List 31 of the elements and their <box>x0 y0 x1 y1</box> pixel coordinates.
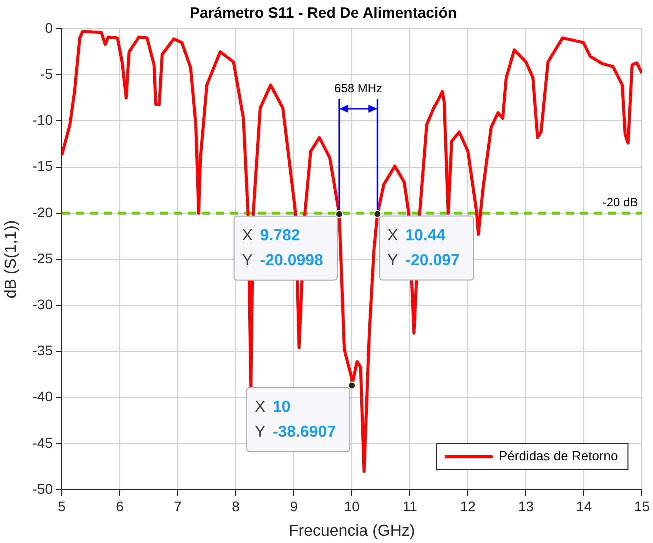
x-axis-title: Frecuencia (GHz) <box>288 522 416 540</box>
y-tick-label: -5 <box>40 66 54 82</box>
annotation: 658 MHz <box>334 81 383 96</box>
x-tick-label: 14 <box>576 498 592 514</box>
y-tick-label: -10 <box>32 112 54 128</box>
annotation: X 10 Y -38.6907 <box>254 399 336 442</box>
y-tick-label: -35 <box>32 342 54 359</box>
x-tick-label: 12 <box>460 498 476 514</box>
x-tick-label: 9 <box>290 498 298 514</box>
legend-label: Pérdidas de Retorno <box>498 448 618 464</box>
annotation: X 10.44 Y -20.097 <box>388 228 460 270</box>
x-tick-label: 5 <box>58 498 66 514</box>
annotation: X 9.782 Y -20.0998 <box>242 228 324 270</box>
ref-line-label: -20 dB <box>602 196 638 210</box>
y-tick-label: -40 <box>32 388 54 405</box>
x-tick-label: 11 <box>402 498 418 514</box>
x-tick-label: 10 <box>344 498 360 514</box>
x-tick-label: 13 <box>518 498 534 514</box>
y-tick-label: -20 <box>32 204 54 220</box>
x-tick-label: 6 <box>116 498 124 514</box>
x-tick-label: 15 <box>634 498 650 514</box>
y-tick-label: 0 <box>45 20 54 36</box>
y-tick-label: -50 <box>32 480 54 497</box>
y-tick-label: -30 <box>32 296 54 312</box>
y-tick-label: -15 <box>32 158 54 174</box>
x-tick-label: 7 <box>174 498 182 514</box>
y-tick-label: -25 <box>32 250 54 266</box>
y-axis-title: dB (S(1,1)) <box>3 220 20 299</box>
y-tick-label: -45 <box>32 434 54 451</box>
x-tick-label: 8 <box>232 498 240 514</box>
chart-title: Parámetro S11 - Red De Alimentación <box>190 5 458 22</box>
